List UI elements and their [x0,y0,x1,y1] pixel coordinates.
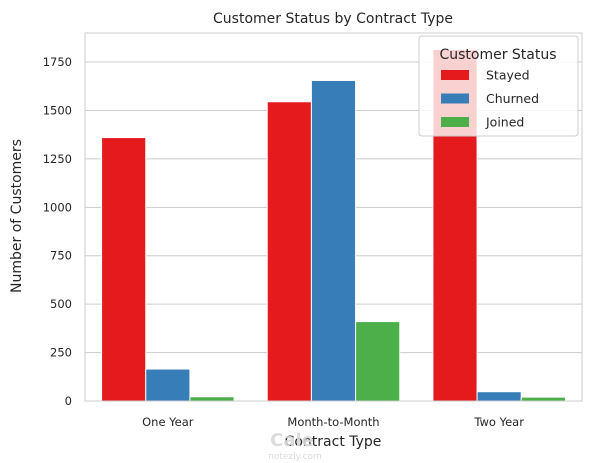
x-axis-label: Contract Type [285,434,382,450]
legend: Customer Status Stayed Churned Joined [418,35,579,137]
watermark-url: notezly.com [268,452,322,462]
bar-churned-two-year [476,391,522,402]
legend-label-stayed: Stayed [486,68,530,83]
legend-box [418,35,579,137]
bar-joined-month-to-month [355,321,401,402]
legend-swatch-joined [441,117,469,127]
legend-items: Stayed Churned Joined [441,68,539,130]
legend-swatch-churned [441,93,469,104]
legend-label-churned: Churned [486,91,539,106]
watermark-logo: Cale [270,430,314,451]
x-tick-labels: One Year Month-to-Month Two Year [142,415,524,429]
x-tick-label: Month-to-Month [287,415,379,429]
y-tick-label: 1750 [43,55,72,69]
y-tick-label: 1000 [43,200,72,214]
y-tick-labels: 0 250 500 750 1000 1250 1500 1750 [43,55,72,408]
bar-churned-month-to-month [310,79,357,402]
bar-joined-one-year [189,396,235,402]
y-axis-label: Number of Customers [9,139,25,293]
bar-stayed-month-to-month [266,101,312,402]
x-tick-label: Two Year [473,415,524,429]
bar-churned-one-year [145,368,191,402]
bar-stayed-one-year [101,137,147,402]
legend-label-joined: Joined [485,115,524,130]
legend-swatch-stayed [441,70,469,80]
y-tick-label: 750 [50,249,72,263]
y-tick-label: 1250 [43,152,72,166]
y-tick-label: 1500 [43,103,72,117]
bars [101,48,566,402]
chart-title: Customer Status by Contract Type [213,11,453,27]
y-tick-label: 250 [50,346,72,360]
bar-joined-two-year [520,396,566,402]
plot-frame [84,32,583,402]
y-tick-label: 0 [65,394,72,408]
legend-title: Customer Status [439,47,556,63]
watermark: Cale notezly.com [268,430,322,462]
x-tick-label: One Year [142,415,194,429]
y-tick-label: 500 [50,297,72,311]
